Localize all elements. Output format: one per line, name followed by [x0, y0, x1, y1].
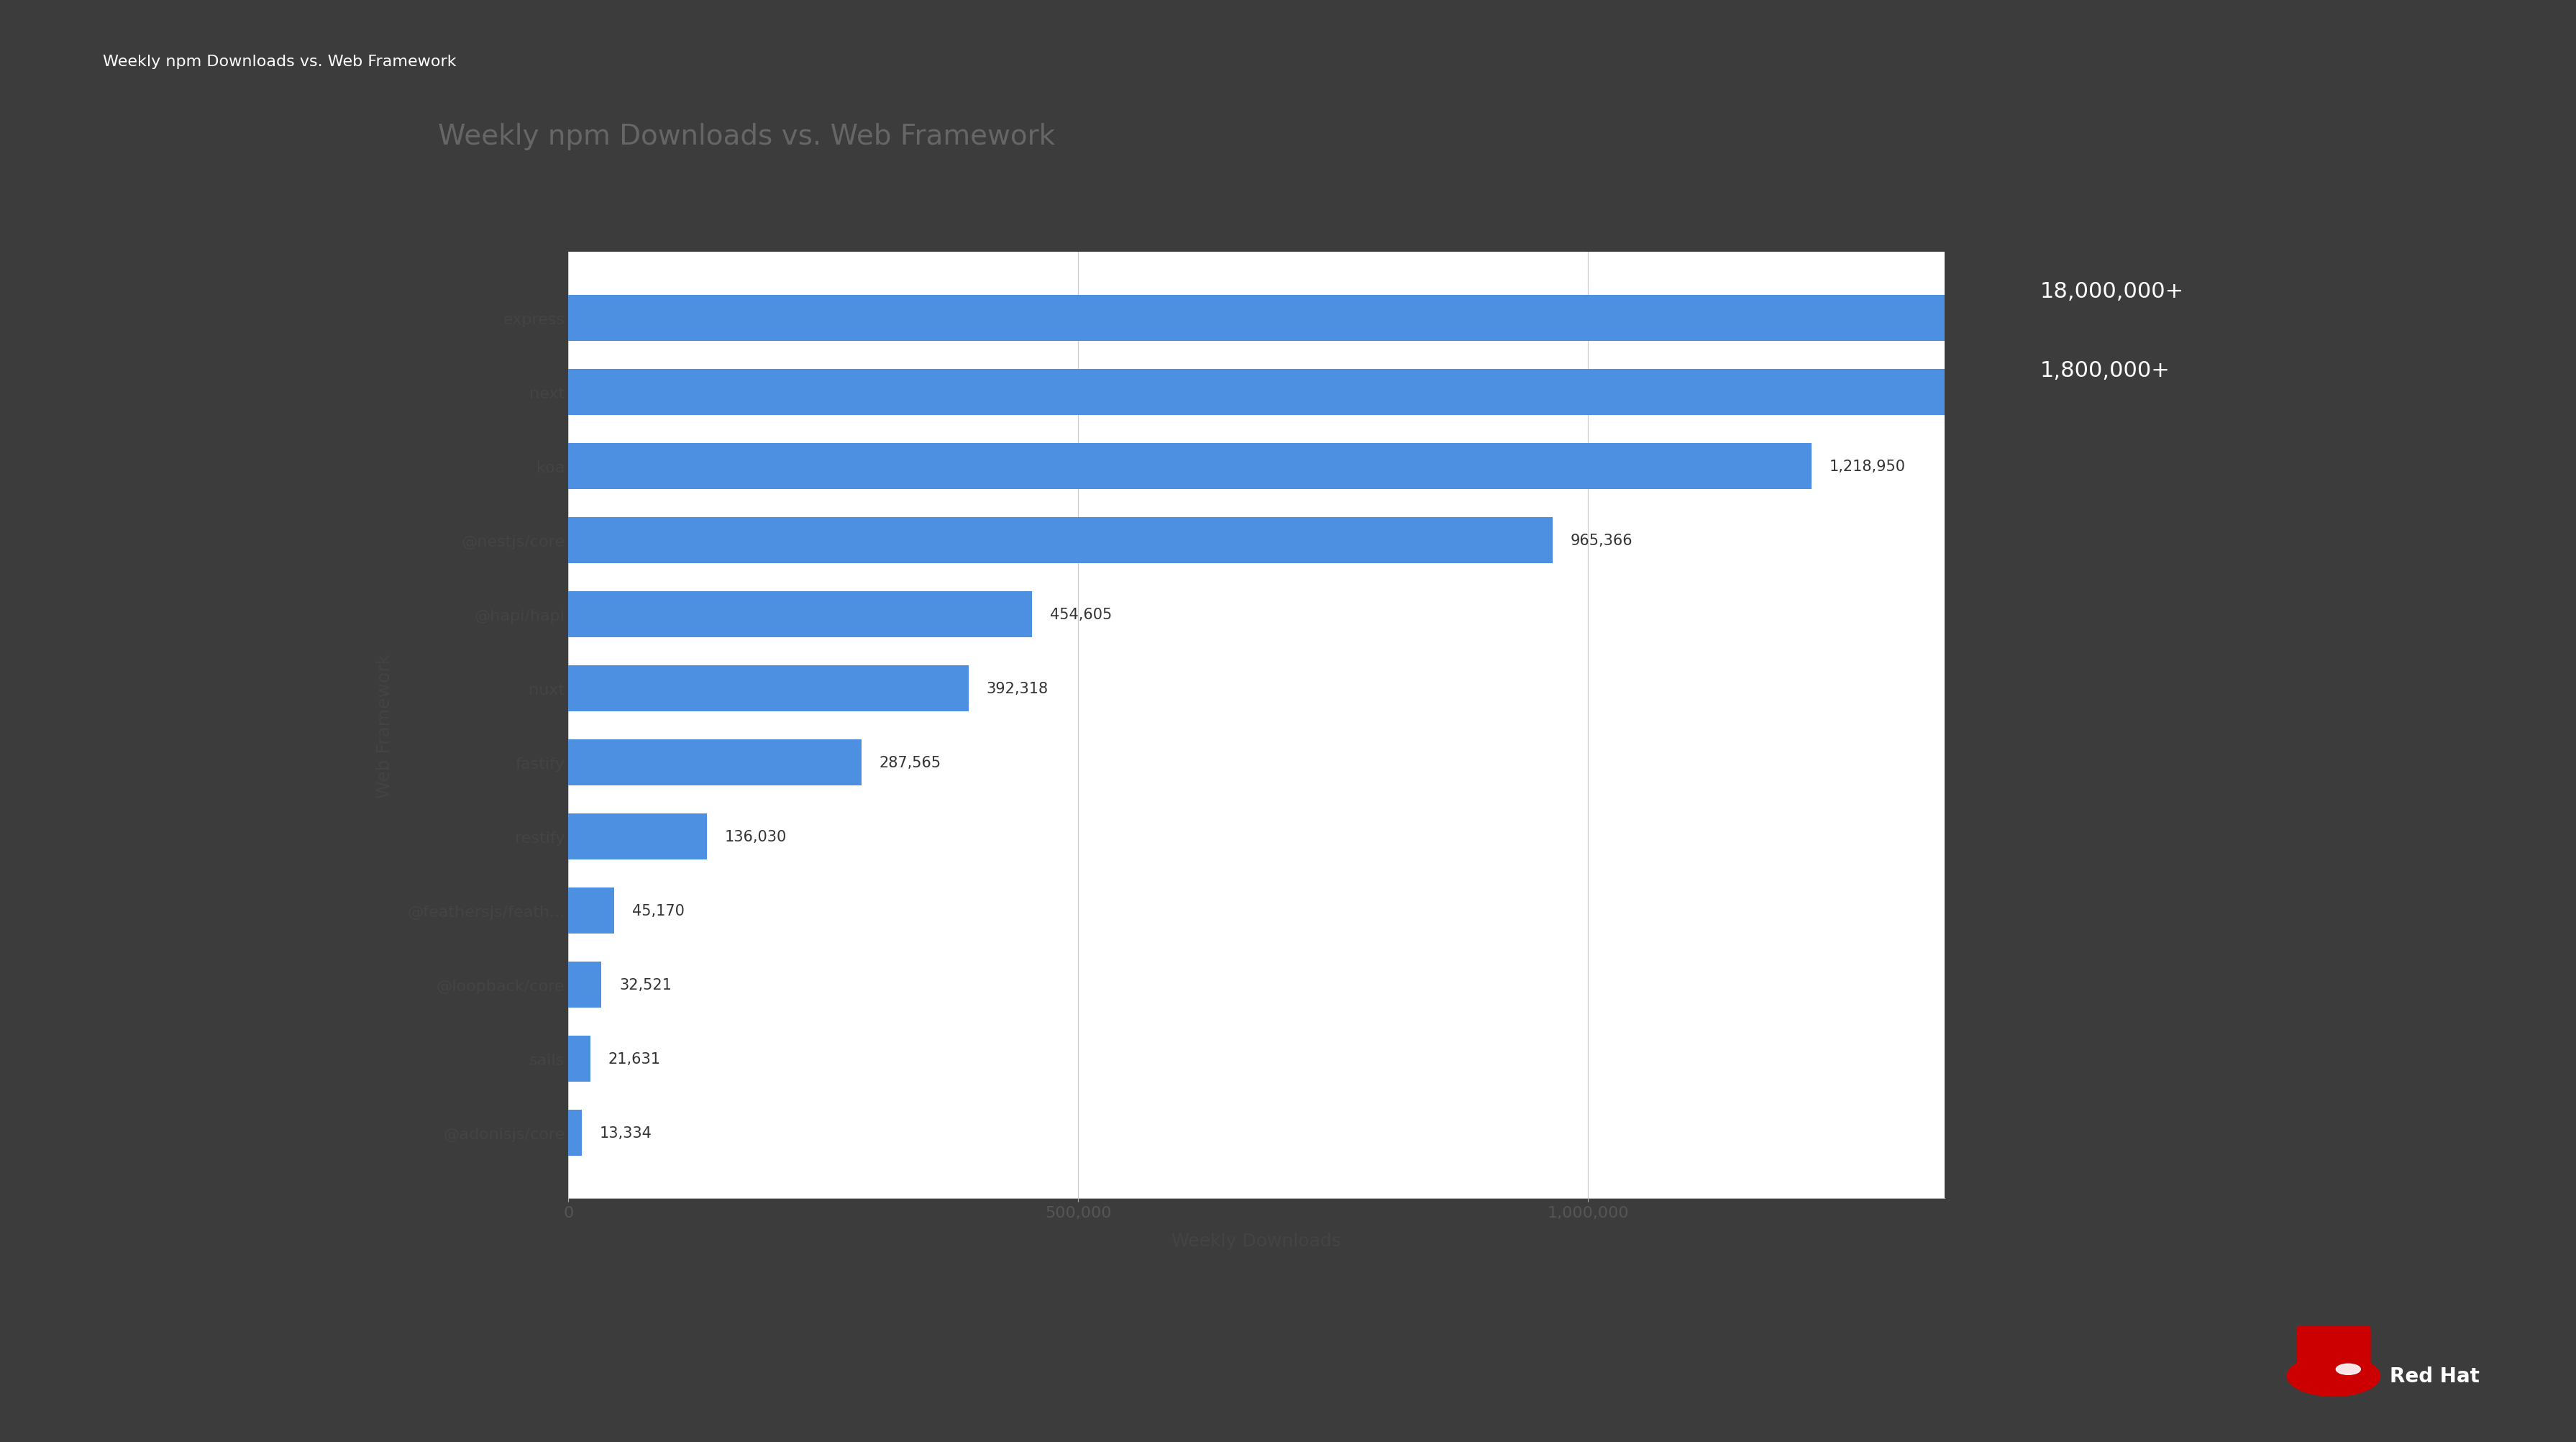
Bar: [569, 591, 1033, 637]
Text: 454,605: 454,605: [1051, 607, 1113, 622]
Bar: [569, 444, 1811, 489]
Text: 1,218,950: 1,218,950: [1829, 459, 1906, 473]
Bar: [569, 666, 969, 711]
Text: 1,800,000+: 1,800,000+: [2040, 360, 2169, 381]
Text: 45,170: 45,170: [631, 903, 685, 917]
Text: 392,318: 392,318: [987, 681, 1048, 695]
Text: 136,030: 136,030: [724, 829, 786, 844]
Text: 21,631: 21,631: [608, 1051, 662, 1066]
Bar: [569, 813, 706, 859]
Bar: [569, 962, 600, 1008]
Bar: [569, 369, 2403, 415]
Text: Weekly npm Downloads vs. Web Framework: Weekly npm Downloads vs. Web Framework: [103, 55, 456, 69]
Text: 13,334: 13,334: [600, 1126, 652, 1139]
X-axis label: Weekly Downloads: Weekly Downloads: [1172, 1231, 1342, 1249]
Y-axis label: Web Framework: Web Framework: [376, 653, 394, 797]
Text: 32,521: 32,521: [618, 978, 672, 992]
Text: Red Hat: Red Hat: [2391, 1366, 2481, 1386]
Bar: [569, 518, 1553, 564]
Bar: [569, 1035, 590, 1082]
Text: 287,565: 287,565: [878, 756, 940, 770]
Bar: [569, 740, 860, 786]
FancyBboxPatch shape: [2298, 1327, 2370, 1383]
Text: Weekly npm Downloads vs. Web Framework: Weekly npm Downloads vs. Web Framework: [438, 123, 1056, 150]
Text: 18,000,000+: 18,000,000+: [2040, 281, 2184, 303]
Bar: [569, 888, 616, 933]
Text: 965,366: 965,366: [1571, 534, 1633, 548]
Bar: [569, 1110, 582, 1155]
Bar: [569, 296, 2576, 342]
Ellipse shape: [2287, 1355, 2380, 1396]
Ellipse shape: [2336, 1364, 2360, 1374]
